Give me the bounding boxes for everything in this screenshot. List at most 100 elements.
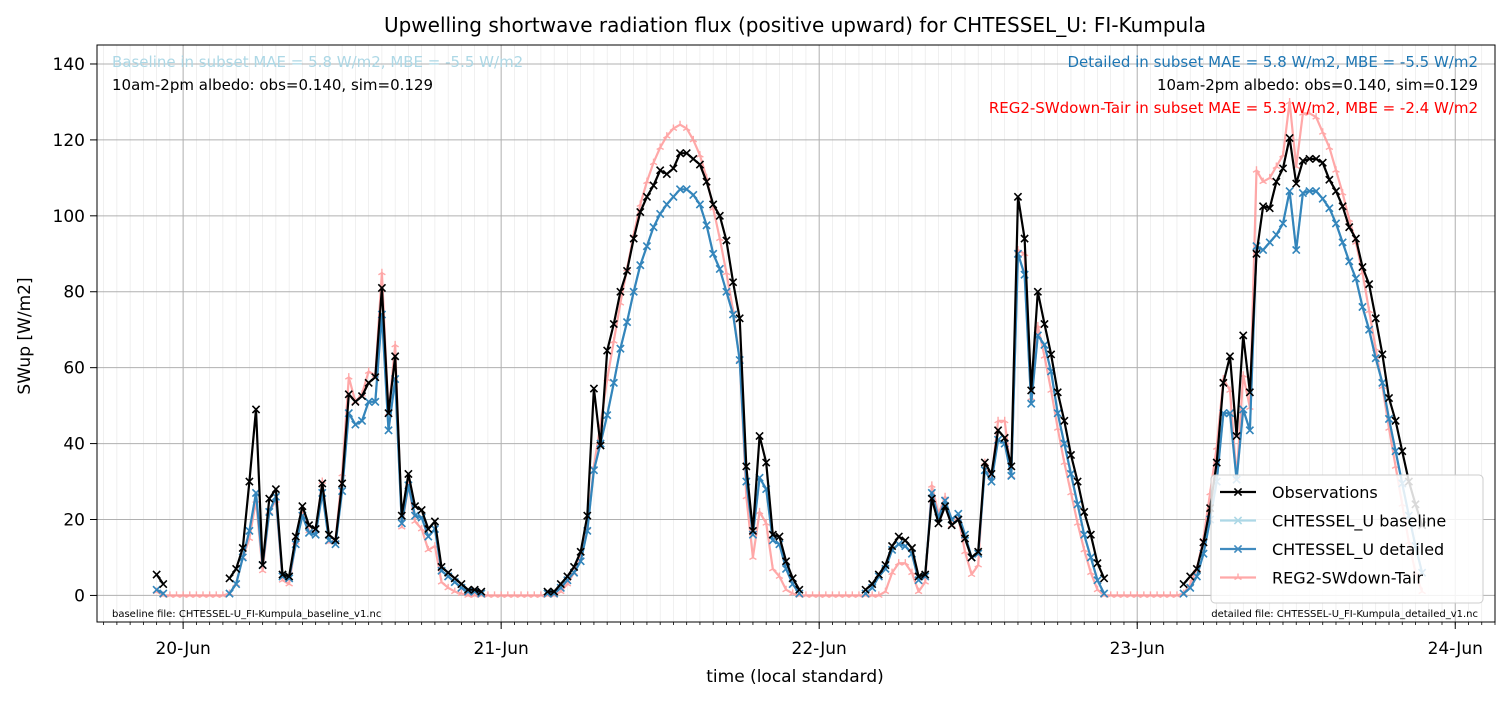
observations-point — [1053, 388, 1062, 397]
reg2-point — [927, 481, 936, 488]
observations-point — [748, 526, 758, 536]
detailed-point — [1080, 530, 1089, 539]
reg2-point — [219, 591, 227, 599]
observations-point — [397, 511, 406, 520]
observations-point — [603, 346, 612, 355]
detailed-point — [364, 397, 373, 406]
reg2-point — [821, 591, 830, 599]
detailed-point — [1298, 188, 1308, 198]
observations-point — [1391, 416, 1400, 425]
detailed-point — [1285, 186, 1294, 196]
y-tick-label: 80 — [63, 283, 85, 303]
reg2-point — [908, 568, 916, 576]
observations-point — [1080, 507, 1089, 517]
x-tick-label: 23-Jun — [1110, 639, 1165, 659]
detailed-point — [669, 192, 678, 202]
detailed-point — [1318, 194, 1327, 203]
reg2-point — [696, 151, 704, 158]
observations-point — [960, 534, 970, 543]
observations-point — [1013, 192, 1023, 202]
observations-point — [669, 164, 678, 173]
series-layer — [152, 97, 1427, 599]
reg2-point — [775, 572, 784, 580]
observations-point — [609, 319, 618, 329]
detailed-point — [1066, 469, 1076, 479]
observations-point — [1278, 164, 1288, 173]
detailed-point — [1093, 576, 1102, 585]
reg2-point — [1338, 189, 1347, 196]
reg2-point — [1332, 166, 1340, 173]
reg2-point — [676, 120, 684, 128]
observations-point — [993, 426, 1003, 435]
reg2-point — [1318, 128, 1327, 135]
detailed-point — [662, 200, 671, 209]
observations-point — [450, 574, 459, 583]
reg2-point — [258, 566, 267, 574]
reg2-point — [881, 587, 890, 595]
legend-entries: Observations CHTESSEL_U baseline CHTESSEL_… — [1220, 483, 1446, 588]
observations-point — [318, 479, 327, 488]
detailed-point — [715, 264, 724, 274]
observations-point — [1325, 175, 1334, 184]
observations-point — [715, 211, 724, 220]
observations-point — [1384, 393, 1394, 403]
legend-box — [1210, 474, 1484, 604]
observations-series — [152, 133, 1427, 596]
observations-point — [1378, 350, 1387, 359]
reg2-point — [212, 591, 221, 599]
observations-point — [1086, 530, 1096, 539]
observations-point — [775, 532, 784, 541]
reg2-point — [1146, 591, 1155, 599]
observations-point — [1351, 234, 1361, 243]
reg2-point — [855, 591, 863, 599]
reg2-point — [1126, 591, 1135, 599]
observations-point — [728, 278, 738, 287]
reg2-point — [967, 570, 976, 578]
observations-point — [377, 283, 387, 293]
legend-item-baseline — [1220, 516, 1256, 525]
detailed-point — [1179, 589, 1188, 598]
reg2-point — [1153, 591, 1161, 599]
detailed-point — [974, 549, 983, 558]
observations-point — [1040, 319, 1049, 329]
reg2-point — [921, 578, 930, 585]
y-tick-label: 20 — [63, 511, 85, 531]
x-axis-label: time (local standard) — [706, 667, 884, 687]
observations-point — [940, 502, 950, 511]
observations-point — [463, 585, 473, 594]
observations-point — [1258, 202, 1268, 211]
observations-point — [457, 579, 466, 589]
observations-point — [662, 169, 671, 179]
detailed-point — [629, 287, 638, 296]
detailed-point — [357, 416, 367, 425]
reg2-point — [1087, 568, 1095, 576]
reg2-point — [755, 507, 764, 515]
observations-point — [291, 532, 300, 541]
detailed-point — [397, 519, 406, 528]
detailed-point — [225, 589, 234, 598]
detailed-point — [1040, 340, 1049, 350]
detailed-point — [424, 532, 433, 541]
observations-point — [1285, 133, 1294, 143]
observations-point — [245, 477, 254, 486]
observations-point — [1199, 538, 1208, 547]
baseline-file-text: baseline file: CHTESSEL-U_FI-Kumpula_bas… — [112, 609, 381, 620]
observations-point — [1245, 388, 1255, 397]
observations-point — [1232, 431, 1241, 441]
x-tick-label: 20-Jun — [155, 639, 210, 659]
observations-point — [337, 479, 347, 488]
x-tick-label: 21-Jun — [474, 639, 529, 659]
observations-point — [1239, 331, 1248, 340]
detailed-point — [1053, 409, 1062, 418]
reg2-point — [484, 591, 492, 599]
reg2-point — [768, 564, 777, 572]
detailed-albedo-text: 10am-2pm albedo: obs=0.140, sim=0.129 — [1157, 76, 1478, 94]
x-tick-label: 24-Jun — [1428, 639, 1483, 659]
observations-point — [351, 397, 360, 406]
detailed-point — [1239, 405, 1248, 414]
observations-point — [781, 557, 791, 566]
reg2-point — [530, 591, 539, 599]
reg2-point — [894, 559, 903, 566]
legend: Observations CHTESSEL_U baseline CHTESSEL_… — [1210, 474, 1484, 604]
reg2-point — [1000, 416, 1009, 424]
